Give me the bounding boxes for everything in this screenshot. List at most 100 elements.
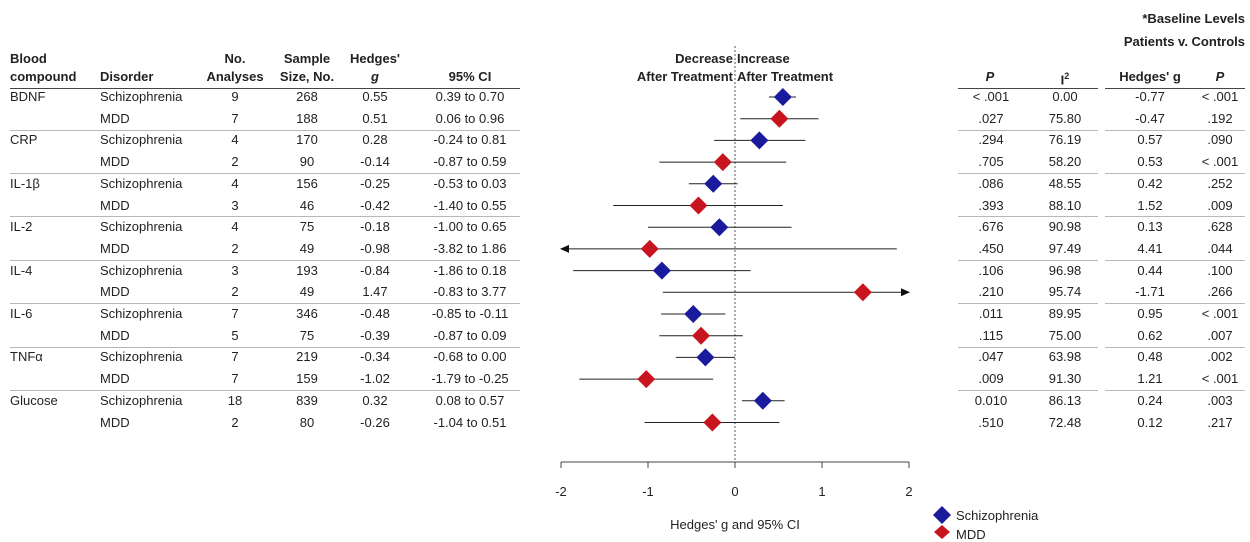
- header-decrease-2: After Treatment: [636, 69, 733, 84]
- ci-cell: -0.87 to 0.09: [433, 327, 507, 343]
- baseline-p-cell: < .001: [1201, 371, 1239, 387]
- baseline-hedges-cell: 0.95: [1137, 306, 1163, 321]
- group-separator: [10, 129, 520, 131]
- header-disorder: Disorder: [100, 69, 154, 84]
- legend-marker-schizophrenia: [933, 506, 951, 524]
- effect-marker: [713, 153, 732, 172]
- sample-size-cell: 80: [299, 414, 315, 430]
- group-separator: [958, 129, 1098, 131]
- group-separator: [1105, 129, 1245, 131]
- i2-cell: 48.55: [1048, 175, 1082, 191]
- hedges-g-cell: 0.32: [362, 392, 388, 408]
- baseline-p-cell: .090: [1207, 132, 1233, 148]
- baseline-hedges-cell: 0.48: [1137, 349, 1163, 365]
- p-value-cell: .047: [978, 349, 1004, 365]
- analyses-cell: 2: [231, 154, 239, 170]
- legend-markers: [933, 506, 951, 539]
- p-value-cell: .393: [978, 197, 1004, 213]
- baseline-hedges-cell: 0.62: [1137, 327, 1163, 343]
- analyses-cell: 7: [231, 349, 239, 365]
- i2-cell: 58.20: [1048, 154, 1082, 170]
- group-separator: [10, 389, 520, 391]
- compound-cell: CRP: [10, 132, 38, 148]
- disorder-cell: Schizophrenia: [100, 132, 183, 148]
- p-value-cell: .450: [978, 240, 1004, 256]
- disorder-cell: MDD: [100, 154, 130, 170]
- ci-cell: -1.40 to 0.55: [433, 197, 507, 213]
- baseline-p-cell: .009: [1207, 197, 1233, 213]
- effect-marker: [689, 196, 708, 215]
- disorder-cell: MDD: [100, 327, 130, 343]
- sample-size-cell: 156: [296, 175, 318, 191]
- baseline-p-cell: .252: [1207, 175, 1233, 191]
- p-value-cell: < .001: [972, 89, 1010, 104]
- baseline-p-cell: .192: [1207, 110, 1233, 126]
- p-value-cell: .676: [978, 219, 1004, 235]
- ci-arrow-right: [901, 288, 910, 297]
- effect-marker: [703, 413, 722, 432]
- disorder-cell: Schizophrenia: [100, 349, 183, 365]
- sample-size-cell: 46: [299, 197, 315, 213]
- baseline-hedges-cell: 0.42: [1137, 175, 1163, 191]
- baseline-hedges-cell: 0.24: [1137, 392, 1163, 408]
- sample-size-cell: 159: [296, 371, 318, 387]
- p-value-cell: .115: [978, 327, 1004, 343]
- i2-cell: 76.19: [1048, 132, 1082, 148]
- group-separator: [1105, 216, 1245, 218]
- effect-marker: [753, 391, 772, 410]
- compound-cell: Glucose: [10, 392, 58, 408]
- i2-cell: 88.10: [1048, 197, 1082, 213]
- hedges-g-cell: -0.26: [360, 414, 390, 430]
- i2-cell: 91.30: [1048, 371, 1082, 387]
- baseline-p-cell: .002: [1207, 349, 1233, 365]
- header-rule-right: [958, 88, 1098, 89]
- p-value-cell: .009: [978, 371, 1004, 387]
- analyses-cell: 18: [227, 392, 243, 408]
- i2-cell: 72.48: [1048, 414, 1082, 430]
- sample-size-cell: 193: [296, 262, 318, 278]
- baseline-hedges-cell: 0.57: [1137, 132, 1163, 148]
- ci-cell: -3.82 to 1.86: [433, 240, 507, 256]
- analyses-cell: 3: [231, 197, 239, 213]
- legend-label-mdd: MDD: [956, 527, 986, 542]
- hedges-g-cell: -0.39: [360, 327, 390, 343]
- effect-marker: [710, 218, 729, 237]
- hedges-g-cell: -0.42: [360, 197, 390, 213]
- effect-marker: [637, 370, 656, 389]
- sample-size-cell: 49: [299, 284, 315, 300]
- analyses-cell: 5: [231, 327, 239, 343]
- sample-size-cell: 219: [296, 349, 318, 365]
- p-value-cell: .294: [978, 132, 1004, 148]
- hedges-g-cell: -0.34: [360, 349, 390, 365]
- header-i2-label: I: [1060, 72, 1065, 88]
- header-sample-2: Size, No.: [279, 69, 335, 84]
- baseline-hedges-cell: -0.77: [1135, 89, 1165, 104]
- header-hedges-2: g: [371, 69, 379, 84]
- ci-cell: 0.08 to 0.57: [435, 392, 505, 408]
- sample-size-cell: 170: [296, 132, 318, 148]
- hedges-g-cell: 0.51: [362, 110, 388, 126]
- sample-size-cell: 346: [296, 306, 318, 321]
- analyses-cell: 3: [231, 262, 239, 278]
- ci-cell: -0.85 to -0.11: [431, 306, 509, 321]
- group-separator: [958, 389, 1098, 391]
- disorder-cell: Schizophrenia: [100, 306, 183, 321]
- ci-cell: 0.39 to 0.70: [435, 89, 505, 104]
- compound-cell: IL-1β: [10, 175, 40, 191]
- sample-size-cell: 49: [299, 240, 315, 256]
- disorder-cell: Schizophrenia: [100, 175, 183, 191]
- header-i2-sup: 2: [1064, 71, 1070, 81]
- baseline-p-cell: .044: [1207, 240, 1233, 256]
- disorder-cell: MDD: [100, 240, 130, 256]
- sample-size-cell: 268: [296, 89, 318, 104]
- p-value-cell: .210: [978, 284, 1004, 300]
- analyses-cell: 7: [231, 110, 239, 126]
- baseline-hedges-cell: 0.13: [1137, 219, 1163, 235]
- baseline-p-cell: .100: [1207, 262, 1233, 278]
- p-value-cell: .086: [978, 175, 1004, 191]
- analyses-cell: 7: [231, 306, 239, 321]
- analyses-cell: 7: [231, 371, 239, 387]
- header-compound-2: compound: [10, 69, 77, 84]
- group-separator: [10, 216, 520, 218]
- analyses-cell: 4: [231, 219, 239, 235]
